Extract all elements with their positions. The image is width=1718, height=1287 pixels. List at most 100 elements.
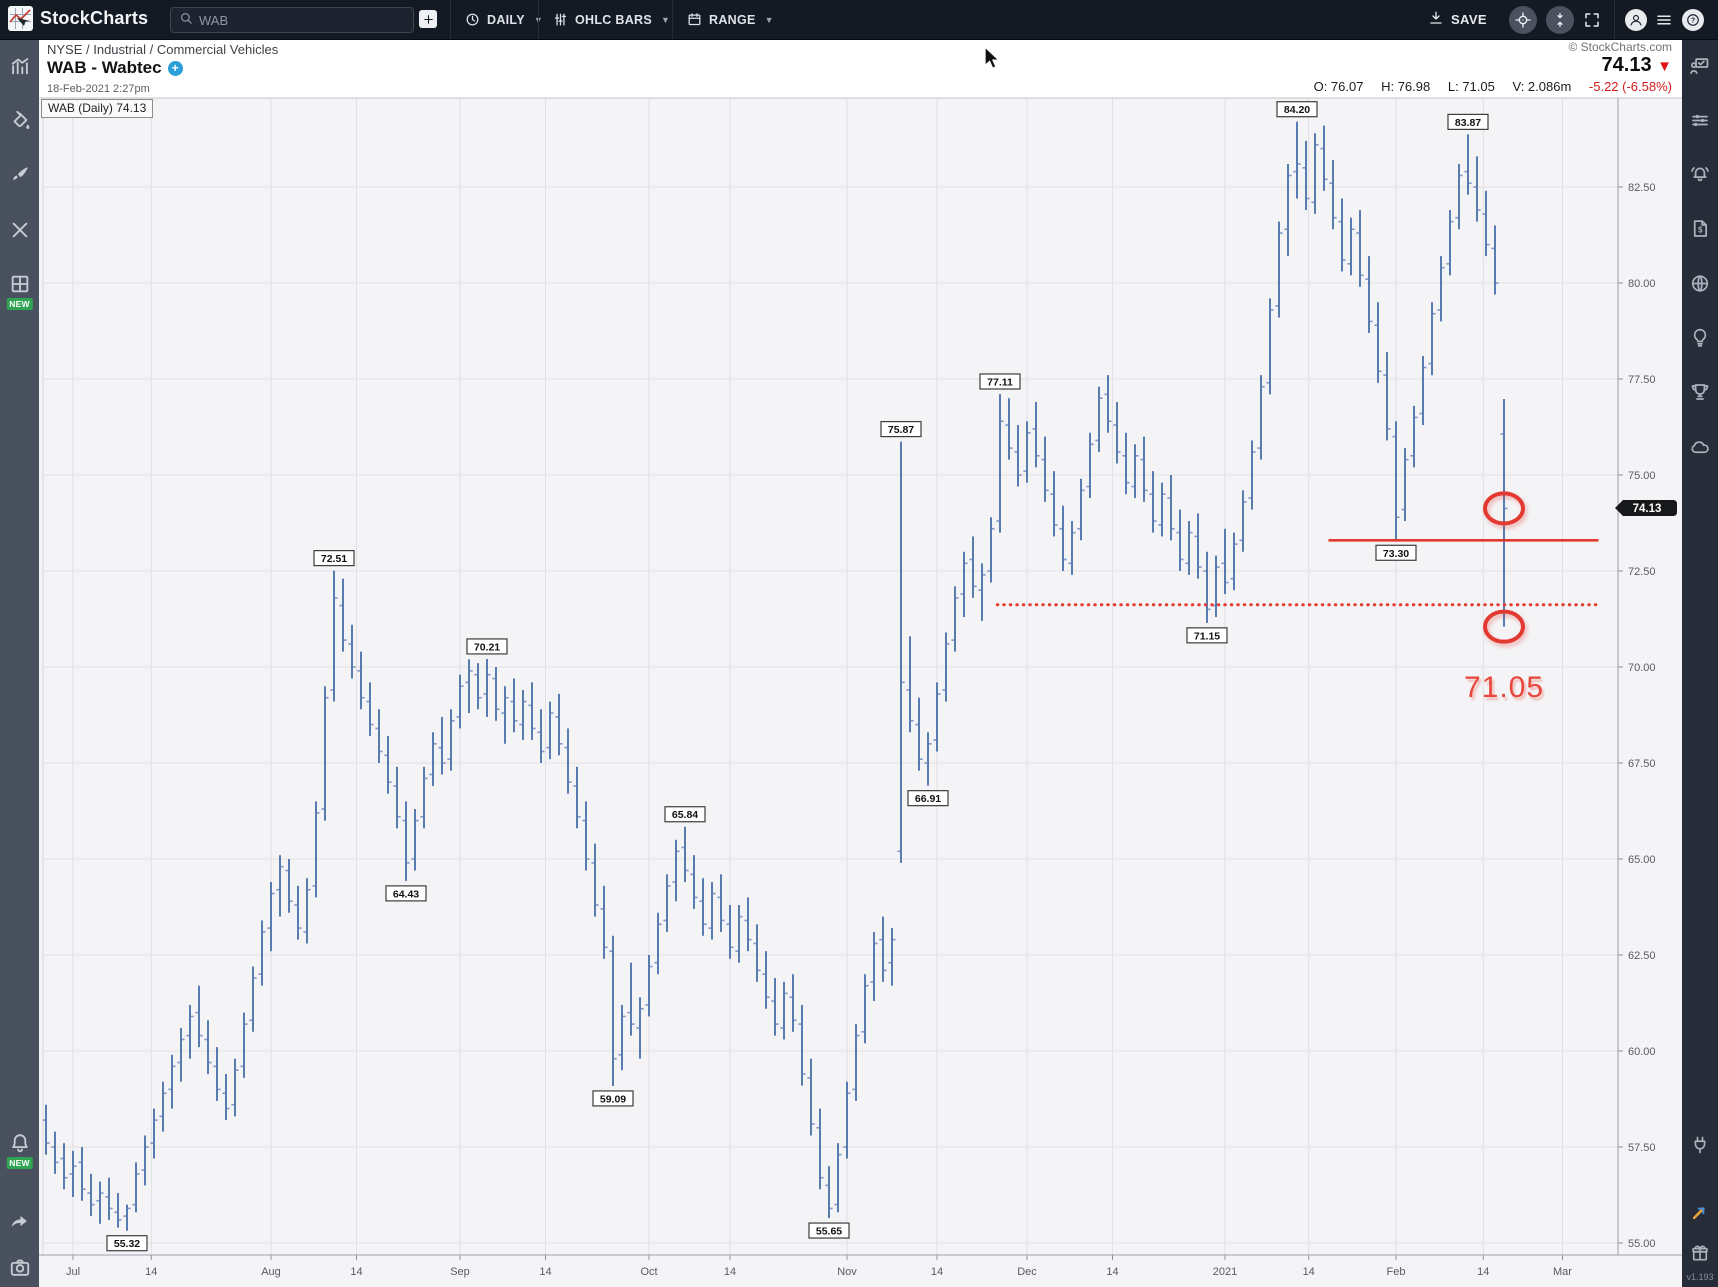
menu-label: DAILY [487,12,525,27]
pivot-label-box [979,373,1021,390]
ohlc-bars [42,121,1508,1231]
settings-sliders-icon[interactable] [1690,110,1711,136]
stockchartstv-arrow-icon[interactable] [1690,1202,1710,1227]
date-tick-label: Mar [1553,1266,1572,1278]
axis-borders [39,97,1682,1256]
plugin-icon[interactable] [1690,1135,1710,1160]
pivot-label-text: 75.87 [888,424,914,436]
calendar-icon [687,12,702,27]
pivot-labels: 55.32 72.51 64.43 70.21 59.09 65.84 55.65 75.87… [106,101,1489,1252]
annotation-circle [1483,491,1525,526]
pivot-label-box [664,806,706,823]
share-icon[interactable] [9,1211,31,1238]
chart-workbench: 82.50 80.00 77.50 75.00 72.50 70.00 67.50 65.00… [39,39,1682,1287]
price-tick-label: 75.00 [1628,470,1656,482]
pivot-label-box [466,638,508,655]
fill-bucket-icon[interactable] [9,110,31,137]
symbol-search-input[interactable]: WAB [170,7,414,33]
pivot-label-box [1186,627,1228,644]
date-tick-label: Aug [261,1266,281,1278]
price-down-arrow: ▼ [1657,58,1672,75]
pivot-label-text: 55.32 [114,1238,140,1250]
pivot-label-box [313,550,355,567]
date-axis: Jul 14 Aug 14 Sep 14 Oct 14 Nov 14 Dec 14 2021 14 Feb 1… [66,1255,1572,1278]
snapshot-camera-icon[interactable] [9,1256,31,1283]
pivot-label-text: 55.65 [816,1226,842,1238]
date-tick-label: 14 [145,1266,157,1278]
add-to-list-icon[interactable]: + [167,60,183,76]
pivot-label-box [907,790,949,807]
svg-text:?: ? [1691,17,1695,24]
gift-icon[interactable] [1690,1243,1710,1268]
grid-layout-new-badge: NEW [6,298,33,310]
price-tick-label: 62.50 [1628,950,1656,962]
period-menu[interactable]: DAILY ▼ [450,0,543,39]
date-tick-label: 14 [1477,1266,1489,1278]
chart-analysis-icon[interactable] [9,55,31,82]
help-button[interactable]: ? [1682,8,1704,31]
pivot-label-box [808,1222,850,1239]
price-tick-label: 70.00 [1628,662,1656,674]
breadcrumb: NYSE / Industrial / Commercial Vehicles [47,42,279,57]
main-menu-button[interactable] [1655,11,1673,29]
price-axis: 82.50 80.00 77.50 75.00 72.50 70.00 67.50 65.00… [1618,182,1656,1250]
pivot-label-box [1276,101,1318,118]
price-tick-label: 65.00 [1628,854,1656,866]
price-tick-label: 80.00 [1628,278,1656,290]
cloud-icon[interactable] [1690,436,1711,462]
instructor-icon[interactable] [1690,56,1711,82]
page-title: WAB - Wabtec [47,58,162,77]
stockcharts-logo-icon [8,6,33,31]
fullscreen-button[interactable] [1583,11,1601,29]
date-tick-label: 14 [1106,1266,1118,1278]
compress-vertical-button[interactable] [1546,5,1574,34]
date-tick-label: Feb [1387,1266,1406,1278]
chevron-down-icon: ▼ [661,14,671,25]
alerts-bells-icon[interactable] [1690,164,1711,190]
brand-name: StockCharts [40,8,149,28]
svg-text:$: $ [1698,226,1703,235]
pivot-label-text: 72.51 [321,553,347,565]
crosshair-target-button[interactable] [1509,5,1537,34]
date-tick-label: 14 [350,1266,362,1278]
stockcharts-logo[interactable]: StockCharts [8,6,148,31]
price-tick-label: 60.00 [1628,1046,1656,1058]
annotation-price-text[interactable]: 71.05 [1463,671,1545,704]
chart-legend[interactable]: WAB (Daily) 74.13 [41,99,154,118]
grid-layout-icon[interactable] [9,273,31,300]
idea-bulb-icon[interactable] [1690,327,1711,353]
pivot-label-box [385,885,427,902]
add-symbol-button[interactable] [419,10,437,28]
price-tick-label: 55.00 [1628,1238,1656,1250]
pivot-label-box [1447,113,1489,130]
brush-icon[interactable] [9,164,31,191]
chart-canvas[interactable]: 82.50 80.00 77.50 75.00 72.50 70.00 67.50 65.00… [39,39,1682,1287]
quote-line: O: 76.07 H: 76.98 L: 71.05 V: 2.086m -5.… [1314,79,1672,94]
price-tick-label: 82.50 [1628,182,1656,194]
right-sidebar: v1.193 $ [1682,39,1718,1287]
left-sidebar: NEW NEW [0,39,39,1287]
download-icon [1428,10,1444,29]
search-value: WAB [199,12,229,28]
chart-type-menu[interactable]: OHLC BARS ▼ [538,0,672,39]
pivot-label-text: 71.15 [1194,630,1220,642]
user-account-button[interactable] [1625,8,1647,31]
range-menu[interactable]: RANGE ▼ [672,0,774,39]
trophy-icon[interactable] [1690,381,1711,407]
menu-label: OHLC BARS [575,12,653,27]
user-annotations[interactable] [995,491,1600,644]
date-tick-label: 14 [1303,1266,1315,1278]
top-toolbar: StockCharts WAB DAILY ▼ OHLC BARS ▼ RANGE ▼ S… [0,0,1718,40]
date-tick-label: Sep [450,1266,470,1278]
date-tick-label: Oct [640,1266,657,1278]
bell-icon[interactable] [9,1132,31,1159]
pivot-label-text: 64.43 [393,888,419,900]
billing-doc-icon[interactable]: $ [1690,218,1711,244]
save-button[interactable]: SAVE [1428,10,1487,29]
price-tick-label: 57.50 [1628,1142,1656,1154]
globe-icon[interactable] [1690,273,1711,299]
sliders-v-icon [553,12,568,27]
drawing-tools-icon[interactable] [9,219,31,246]
date-tick-label: 14 [539,1266,551,1278]
